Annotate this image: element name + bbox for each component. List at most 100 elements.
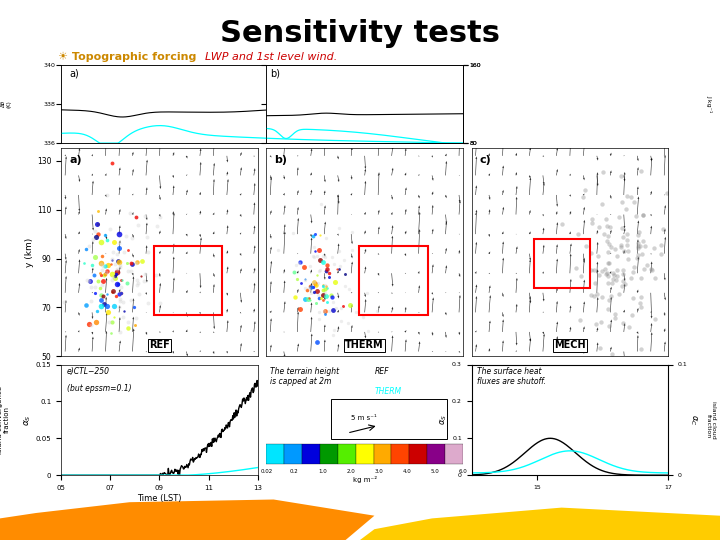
Point [111,268,122,276]
Point [115,289,127,298]
Point [122,266,134,275]
Text: island cloud
fraction: island cloud fraction [706,401,716,438]
Point [298,262,310,271]
Text: MECH: MECH [554,340,585,350]
Point [125,266,137,275]
Point [89,288,100,297]
Point [602,232,613,240]
Point [603,295,615,304]
Point [114,328,125,336]
Point [326,292,338,301]
Point [590,320,602,328]
Point [610,275,621,284]
Y-axis label: $\alpha_C$: $\alpha_C$ [688,414,698,426]
Point [99,270,111,279]
Point [320,253,331,261]
Point [314,293,325,302]
Point [109,259,121,268]
Point [602,248,613,256]
Point [294,305,305,314]
Point [622,254,634,263]
Point [319,307,330,315]
Bar [320,444,338,464]
Point [110,269,122,278]
Text: 5 m s⁻¹: 5 m s⁻¹ [351,415,377,421]
Point [655,249,667,258]
Point [637,211,649,219]
Point [307,252,318,260]
Point [135,272,147,280]
Point [101,235,112,244]
Point [90,318,102,327]
Point [308,278,320,286]
Point [136,257,148,266]
Point [608,271,620,279]
Text: The terrain height
is capped at 2m: The terrain height is capped at 2m [270,367,339,386]
Text: 0m
Δθ
(K): 0m Δθ (K) [0,99,12,109]
Point [310,247,321,255]
Text: e)CTL−250: e)CTL−250 [67,367,110,376]
Point [328,326,340,335]
Point [307,283,319,292]
Point [96,281,108,289]
Point [313,267,325,276]
Point [556,220,567,228]
Point [609,313,621,322]
Point [113,302,125,311]
Point [575,272,586,280]
Point [630,211,642,220]
Point [608,274,619,283]
Point [100,267,112,276]
Point [318,291,329,300]
Point [92,220,104,229]
Point [623,322,634,331]
Text: The surface heat
fluxes are shutoff.: The surface heat fluxes are shutoff. [477,367,546,386]
Point [621,230,633,239]
Point [606,278,617,287]
Point [333,247,344,255]
Text: REF: REF [374,367,389,376]
Point [656,240,667,249]
Point [601,269,613,278]
Point [648,243,660,252]
Point [131,281,143,290]
Point [617,277,629,286]
Point [107,247,119,256]
Point [113,258,125,266]
Point [293,258,305,267]
Point [92,230,104,238]
Point [625,193,636,202]
Bar [153,246,222,315]
Text: 6.0: 6.0 [459,469,467,474]
Point [299,276,310,285]
Text: REF: REF [149,340,170,350]
Text: THERM: THERM [374,387,402,396]
Point [340,282,351,291]
Point [113,289,125,298]
Point [308,252,320,261]
Point [612,252,624,260]
Point [308,288,320,296]
Point [342,319,354,328]
Point [83,241,94,250]
Point [139,277,150,286]
Point [90,233,102,241]
Point [122,246,133,254]
Point [94,284,106,292]
Point [599,265,611,274]
Point [657,225,669,233]
Point [633,244,644,253]
Point [120,232,132,240]
Point [315,294,327,303]
Bar [427,444,445,464]
Point [108,238,120,246]
Point [617,281,629,290]
Point [289,293,301,301]
Point [611,265,622,274]
Text: 4.0: 4.0 [402,469,411,474]
Point [305,289,317,298]
Text: 0.2: 0.2 [290,469,299,474]
Point [581,241,593,250]
Point [596,293,608,301]
Point [309,230,320,238]
